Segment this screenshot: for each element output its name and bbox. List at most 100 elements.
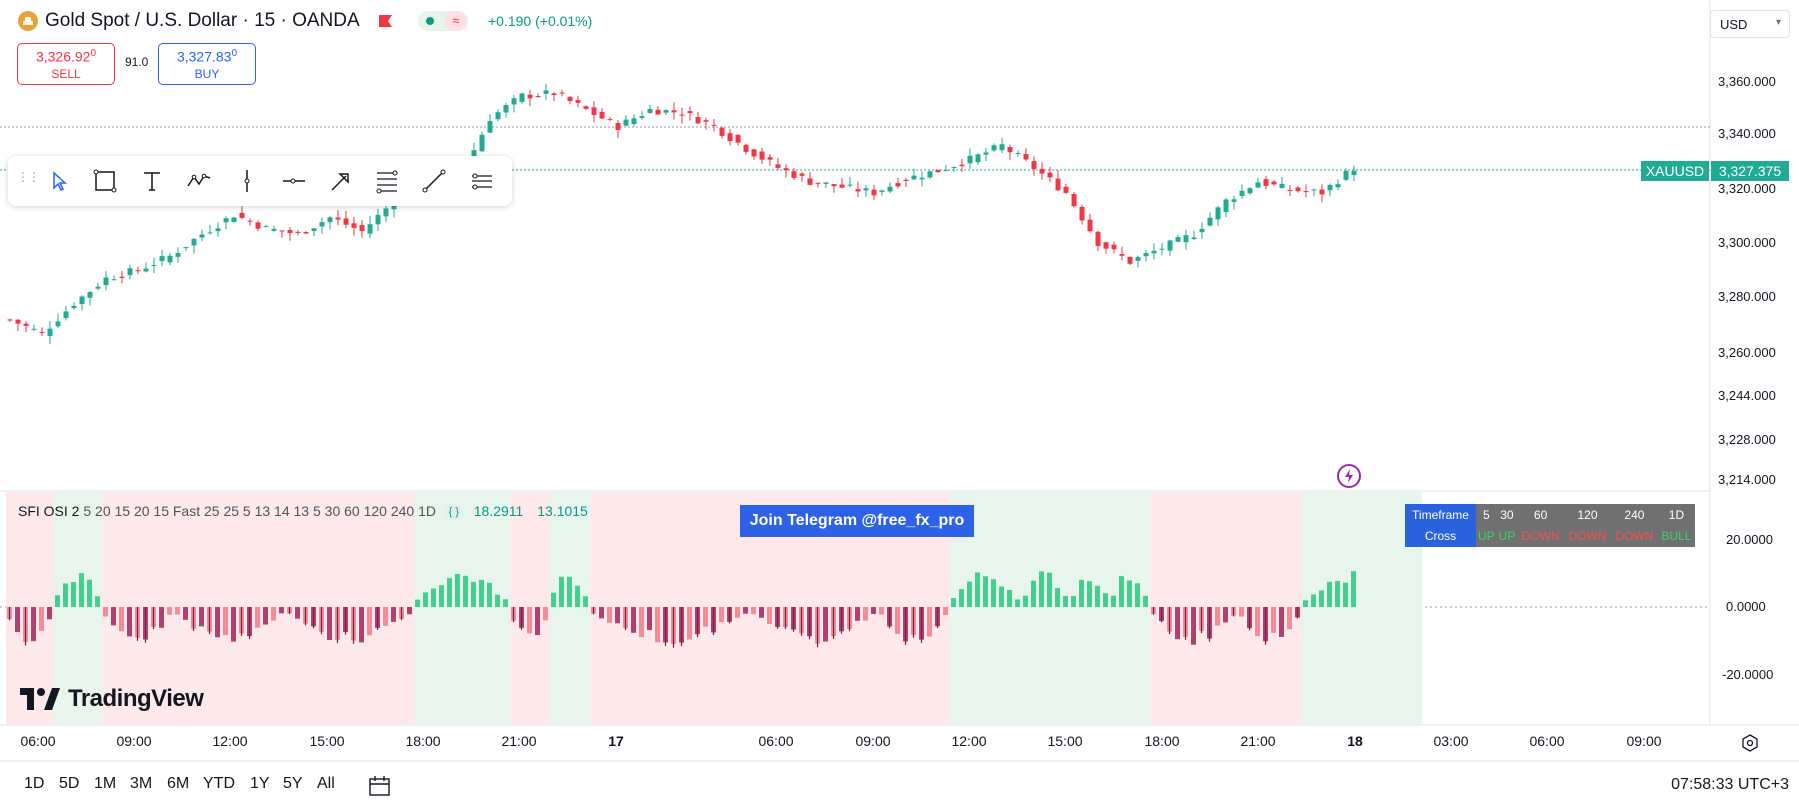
candle-body (343, 218, 349, 225)
osi-bar (47, 607, 52, 620)
osi-bar (639, 607, 644, 638)
candle-body (1015, 152, 1021, 154)
rectangle-icon[interactable] (92, 168, 118, 194)
osi-regime-zone (1110, 492, 1150, 725)
time-axis-label: 09:00 (116, 733, 152, 749)
range-5d-button[interactable]: 5D (59, 775, 80, 792)
symbol-title[interactable]: Gold Spot / U.S. Dollar · 15 · OANDA (45, 10, 360, 31)
osi-bar (895, 607, 900, 634)
range-ytd-button[interactable]: YTD (203, 775, 235, 792)
candle-body (375, 214, 381, 225)
range-1d-button[interactable]: 1D (24, 775, 45, 792)
osi-bar (119, 607, 124, 632)
indicator-legend[interactable]: SFI OSI 2 5 20 15 20 15 Fast 25 25 5 13 … (18, 503, 598, 521)
osi-bar (1215, 607, 1220, 626)
range-3m-button[interactable]: 3M (130, 775, 153, 792)
market-status-pill[interactable]: ≈ (418, 11, 468, 31)
osi-bar (863, 607, 868, 621)
osi-bar (879, 607, 884, 615)
time-axis-label: 21:00 (1240, 733, 1276, 749)
cross-cell: BULL (1657, 525, 1695, 547)
osi-bar (199, 607, 204, 627)
time-axis-label: 12:00 (212, 733, 248, 749)
candle-body (103, 277, 109, 286)
time-axis-label: 21:00 (501, 733, 537, 749)
osi-regime-zone (414, 492, 510, 725)
candle-body (927, 171, 933, 178)
parallel-channel-icon[interactable] (469, 168, 495, 194)
candle-body (879, 190, 885, 192)
osi-axis-label: -20.0000 (1722, 667, 1774, 682)
drag-handle-icon[interactable]: ⋮⋮ (17, 170, 40, 184)
lightning-icon[interactable] (1336, 463, 1362, 489)
cursor-icon[interactable] (46, 168, 72, 194)
osi-bar (1007, 589, 1012, 607)
candle-body (479, 134, 485, 152)
candle-body (775, 164, 781, 169)
candle-body (327, 217, 333, 223)
telegram-banner[interactable]: Join Telegram @free_fx_pro (740, 505, 974, 537)
candle-body (999, 144, 1005, 151)
trend-line-icon[interactable] (421, 168, 447, 194)
osi-regime-zone (1022, 492, 1070, 725)
candle-body (615, 122, 621, 131)
osi-bar (495, 594, 500, 607)
calendar-range-icon[interactable] (368, 775, 392, 797)
vertical-line-icon[interactable] (234, 168, 260, 194)
clock-timezone[interactable]: 07:58:33 UTC+3 (1671, 776, 1789, 793)
flag-icon[interactable] (378, 14, 393, 28)
candle-body (743, 144, 749, 152)
range-5y-button[interactable]: 5Y (283, 775, 303, 792)
settings-icon[interactable] (1741, 734, 1759, 752)
candle-body (1175, 237, 1181, 242)
candle-body (623, 119, 629, 126)
path-icon[interactable] (186, 168, 212, 194)
osi-regime-zone (550, 492, 590, 725)
currency-select[interactable]: USD ▾ (1710, 10, 1790, 38)
sell-price: 3,326.92 (35, 48, 91, 65)
source-code-icon[interactable]: { } (443, 503, 464, 521)
osi-bar (767, 607, 772, 624)
gold-logo-icon (18, 11, 38, 31)
candle-body (1079, 206, 1085, 221)
osi-bar (527, 607, 532, 634)
horizontal-ray-icon[interactable] (281, 168, 307, 194)
osi-bar (991, 579, 996, 607)
fib-retracement-icon[interactable] (374, 168, 400, 194)
candle-body (575, 100, 581, 103)
osi-bar (431, 588, 436, 607)
osi-bar (503, 599, 508, 607)
candle-body (839, 184, 845, 188)
range-6m-button[interactable]: 6M (167, 775, 190, 792)
candle-body (1231, 199, 1237, 202)
candle-body (1055, 178, 1061, 191)
cross-cell: DOWN (1610, 525, 1658, 547)
arrow-icon[interactable] (328, 168, 354, 194)
candle-body (791, 171, 797, 178)
osi-bar (263, 607, 268, 625)
candle-body (671, 110, 677, 113)
osi-bar (87, 579, 92, 607)
candle-body (47, 328, 53, 337)
candle-body (799, 173, 805, 176)
text-icon[interactable] (139, 168, 165, 194)
candle-body (831, 184, 837, 187)
range-all-button[interactable]: All (317, 775, 335, 792)
candle-body (807, 178, 813, 185)
candle-body (335, 217, 341, 220)
candle-body (599, 111, 605, 119)
osi-bar (631, 607, 636, 633)
osi-bar (975, 572, 980, 607)
range-1m-button[interactable]: 1M (94, 775, 117, 792)
range-1y-button[interactable]: 1Y (250, 775, 270, 792)
candle-body (367, 224, 373, 234)
sell-button[interactable]: 3,326.920 SELL (17, 43, 115, 85)
time-axis-label: 18 (1347, 733, 1363, 749)
osi-bar (1095, 585, 1100, 607)
candle-body (311, 228, 317, 232)
candle-body (679, 114, 685, 116)
osi-bar (855, 607, 860, 621)
buy-button[interactable]: 3,327.830 BUY (158, 43, 256, 85)
